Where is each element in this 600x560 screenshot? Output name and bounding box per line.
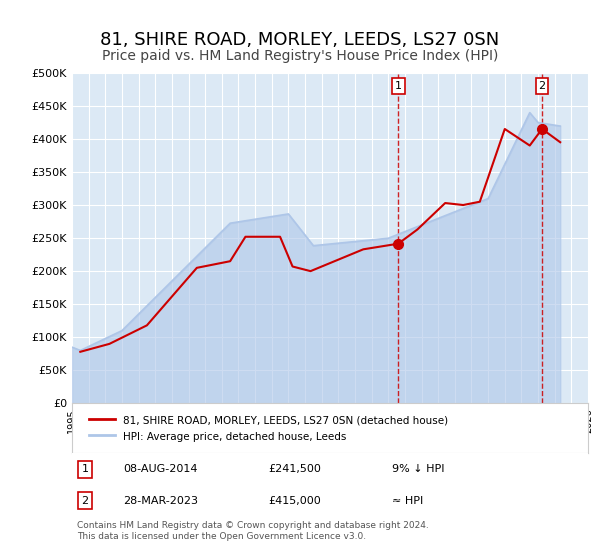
Text: Price paid vs. HM Land Registry's House Price Index (HPI): Price paid vs. HM Land Registry's House … — [102, 49, 498, 63]
Text: 81, SHIRE ROAD, MORLEY, LEEDS, LS27 0SN: 81, SHIRE ROAD, MORLEY, LEEDS, LS27 0SN — [100, 31, 500, 49]
Text: 1: 1 — [395, 81, 402, 91]
Text: Contains HM Land Registry data © Crown copyright and database right 2024.
This d: Contains HM Land Registry data © Crown c… — [77, 521, 429, 540]
Text: £415,000: £415,000 — [268, 496, 321, 506]
Text: 2: 2 — [538, 81, 545, 91]
Text: 08-AUG-2014: 08-AUG-2014 — [124, 464, 198, 474]
Text: 9% ↓ HPI: 9% ↓ HPI — [392, 464, 445, 474]
Text: 28-MAR-2023: 28-MAR-2023 — [124, 496, 199, 506]
Legend: 81, SHIRE ROAD, MORLEY, LEEDS, LS27 0SN (detached house), HPI: Average price, de: 81, SHIRE ROAD, MORLEY, LEEDS, LS27 0SN … — [82, 409, 454, 448]
Text: 1: 1 — [82, 464, 88, 474]
Text: ≈ HPI: ≈ HPI — [392, 496, 423, 506]
Text: 2: 2 — [82, 496, 88, 506]
Text: £241,500: £241,500 — [268, 464, 321, 474]
